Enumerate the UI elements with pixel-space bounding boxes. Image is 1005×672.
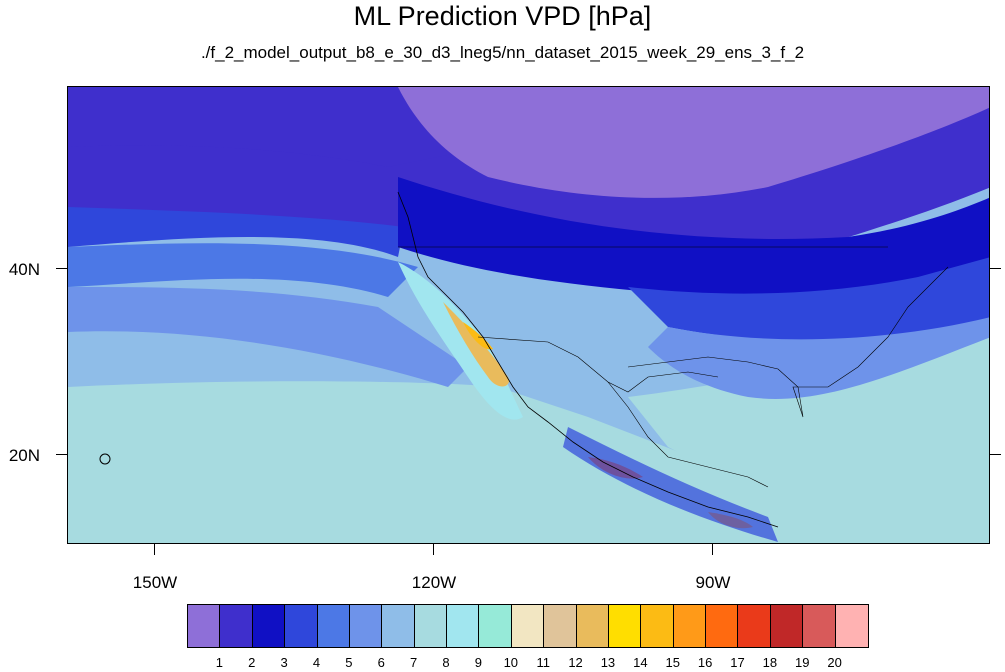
lon-label-90w: 90W xyxy=(695,573,731,592)
legend-label-19: 19 xyxy=(795,655,810,670)
legend-box-1 xyxy=(188,605,221,647)
pacific-coastline xyxy=(397,191,779,528)
legend-box-3 xyxy=(252,605,286,647)
plume-13 xyxy=(443,302,509,387)
legend-box-12 xyxy=(544,605,577,647)
legend-box-7 xyxy=(382,605,415,647)
legend-label-14: 14 xyxy=(633,655,648,670)
map-subtitle: ./f_2_model_output_b8_e_30_d3_lneg5/nn_d… xyxy=(200,43,805,62)
lat-tick-20n-left xyxy=(56,454,67,455)
legend-label-16: 16 xyxy=(697,655,713,670)
hawaii-islands xyxy=(99,453,111,465)
lat-tick-20n-right xyxy=(990,454,1001,455)
legend-label-2: 2 xyxy=(248,655,256,670)
lon-label-120w: 120W xyxy=(411,573,457,592)
legend-label-13: 13 xyxy=(600,655,616,670)
legend-box-18 xyxy=(738,605,771,647)
map-title: ML Prediction VPD [hPa] xyxy=(353,1,652,31)
legend-label-11: 11 xyxy=(536,655,550,670)
legend-box-9 xyxy=(447,605,480,647)
legend-box-19 xyxy=(770,605,804,647)
band-6-east xyxy=(648,317,989,399)
vpd-field-map xyxy=(68,87,989,543)
lon-tick-90w xyxy=(712,544,713,555)
legend-box-8 xyxy=(414,605,447,647)
legend-box-13 xyxy=(576,605,609,647)
legend-label-7: 7 xyxy=(410,655,418,670)
gulf-of-mexico-coast xyxy=(607,381,769,488)
coastal-ribbon xyxy=(563,427,778,542)
legend-box-2 xyxy=(220,605,253,647)
legend-label-8: 8 xyxy=(442,655,450,670)
legend-box-11 xyxy=(511,605,545,647)
legend-label-10: 10 xyxy=(503,655,519,670)
lon-label-150w: 150W xyxy=(132,573,178,592)
band-3 xyxy=(398,177,989,305)
legend-box-16 xyxy=(673,605,706,647)
color-legend xyxy=(187,604,869,648)
band-1 xyxy=(398,87,989,198)
legend-label-4: 4 xyxy=(312,655,321,670)
legend-label-5: 5 xyxy=(345,655,353,670)
lat-label-20n: 20N xyxy=(8,446,40,465)
legend-label-6: 6 xyxy=(377,655,385,670)
legend-box-20 xyxy=(803,605,836,647)
legend-label-20: 20 xyxy=(827,655,842,670)
band-5 xyxy=(68,243,418,297)
legend-box-6 xyxy=(349,605,383,647)
legend-label-12: 12 xyxy=(568,655,583,670)
lon-tick-150w xyxy=(154,544,155,555)
legend-label-1: 1 xyxy=(215,655,223,670)
legend-label-17: 17 xyxy=(730,655,745,670)
legend-label-9: 9 xyxy=(474,655,483,670)
band-6 xyxy=(68,287,468,387)
lat-label-40n: 40N xyxy=(8,260,40,279)
legend-label-3: 3 xyxy=(280,655,288,670)
lat-tick-40n-right xyxy=(990,268,1001,269)
legend-label-18: 18 xyxy=(762,655,778,670)
gulf-atlantic-coastline xyxy=(627,266,949,418)
legend-label-15: 15 xyxy=(665,655,680,670)
us-mexico-border xyxy=(477,336,719,393)
plume-15 xyxy=(463,322,493,350)
lat-tick-40n-left xyxy=(56,268,67,269)
legend-box-5 xyxy=(317,605,350,647)
band-2-nw xyxy=(68,87,488,167)
lon-tick-120w xyxy=(433,544,434,555)
legend-box-10 xyxy=(479,605,512,647)
gulf-band xyxy=(628,317,989,543)
legend-box-15 xyxy=(641,605,674,647)
band-4-east xyxy=(628,257,989,341)
legend-box-4 xyxy=(285,605,318,647)
legend-box-21 xyxy=(835,605,868,647)
legend-box-14 xyxy=(608,605,642,647)
map-panel xyxy=(67,86,990,544)
legend-color-bar xyxy=(187,604,869,648)
legend-box-17 xyxy=(706,605,739,647)
